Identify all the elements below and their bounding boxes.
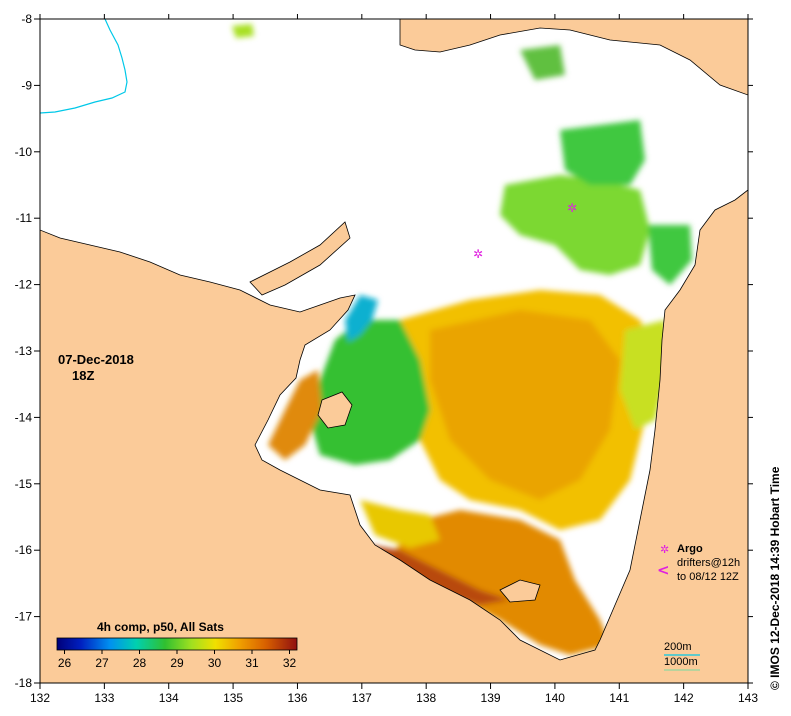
colorbar-label: 29 [170, 656, 184, 670]
lat-tick-label: -14 [15, 410, 33, 424]
argo-legend-label: Argo [677, 543, 703, 555]
colorbar-label: 32 [283, 656, 297, 670]
sst-patch-north-small [520, 45, 565, 80]
drifter-legend-symbol: < [657, 561, 670, 579]
lat-tick-label: -8 [21, 12, 32, 26]
lon-tick-label: 132 [30, 691, 50, 705]
isobath-1000m-label: 1000m [664, 656, 698, 668]
argo-float-marker: ✲ [567, 201, 577, 215]
lat-tick-label: -17 [15, 610, 33, 624]
colorbar-label: 27 [95, 656, 109, 670]
sst-patch-far-north [232, 24, 254, 38]
sst-patch-west-coast-orange [268, 370, 322, 460]
lat-tick-label: -12 [15, 278, 33, 292]
drifter-legend-label-1: drifters@12h [677, 557, 740, 569]
land-groote-eylandt [317, 391, 353, 429]
lat-tick-label: -10 [15, 145, 33, 159]
land-wessel-islands [249, 221, 351, 296]
drifter-legend-label-2: to 08/12 12Z [677, 571, 739, 583]
lon-tick-label: 133 [94, 691, 114, 705]
argo-legend-symbol: ✲ [660, 543, 669, 556]
colorbar-gradient [56, 637, 298, 651]
land-papua-new-guinea [399, 19, 748, 96]
lon-tick-label: 143 [738, 691, 758, 705]
lat-tick-label: -16 [15, 543, 33, 557]
lon-tick-label: 136 [287, 691, 307, 705]
land [40, 19, 748, 683]
argo-float-marker: ✲ [473, 247, 483, 261]
sst-patch-southeast-warm [395, 510, 610, 655]
lon-tick-label: 141 [609, 691, 629, 705]
isobath-200m-line [40, 19, 128, 114]
lat-tick-label: -15 [15, 477, 33, 491]
lon-tick-label: 138 [416, 691, 436, 705]
land-mornington-island [499, 579, 541, 603]
sst-patch-west-blue [345, 295, 378, 342]
colorbar-title: 4h comp, p50, All Sats [97, 620, 224, 634]
lon-tick-label: 142 [674, 691, 694, 705]
sst-patch-west-green [310, 320, 430, 465]
lat-tick-label: -13 [15, 344, 33, 358]
lat-tick-label: -11 [16, 211, 33, 225]
sst-patch-east-green [648, 225, 692, 285]
colorbar-labels: 26 27 28 29 30 31 32 [58, 650, 297, 670]
time-label: 18Z [72, 368, 94, 383]
colorbar-label: 31 [245, 656, 259, 670]
map-plot-area: ✲ ✲ [40, 19, 748, 683]
lon-tick-label: 137 [352, 691, 372, 705]
sst-patch-northeast-green [500, 175, 650, 275]
date-label: 07-Dec-2018 [58, 352, 134, 367]
lon-tick-label: 135 [223, 691, 243, 705]
lon-tick-label: 134 [159, 691, 179, 705]
sst-patch-southwest-yellow [360, 500, 440, 548]
sst-patch-south-hot [370, 545, 510, 605]
colorbar: 4h comp, p50, All Sats 26 27 28 29 30 31 32 [56, 620, 298, 670]
lon-tick-label: 140 [545, 691, 565, 705]
sst-field [232, 24, 692, 655]
land-cape-york [40, 189, 748, 683]
credit-text: © IMOS 12-Dec-2018 14:39 Hobart Time [768, 466, 782, 690]
colorbar-label: 28 [133, 656, 147, 670]
lat-tick-label: -9 [21, 78, 32, 92]
lon-tick-label: 139 [481, 691, 501, 705]
isobath-200m-label: 200m [664, 641, 692, 653]
longitude-axis: 132 133 134 135 136 137 138 139 140 141 142 143 [30, 14, 758, 705]
sst-patch-north-green [560, 120, 645, 185]
colorbar-label: 26 [58, 656, 72, 670]
latitude-axis: -8 -9 -10 -11 -12 -13 -14 -15 -16 -17 -18 [15, 12, 753, 690]
lat-tick-label: -18 [15, 676, 33, 690]
colorbar-label: 30 [208, 656, 222, 670]
sst-patch-gulf-orange [430, 310, 620, 500]
symbol-legend: ✲ Argo < drifters@12h to 08/12 12Z 200m … [657, 543, 740, 671]
